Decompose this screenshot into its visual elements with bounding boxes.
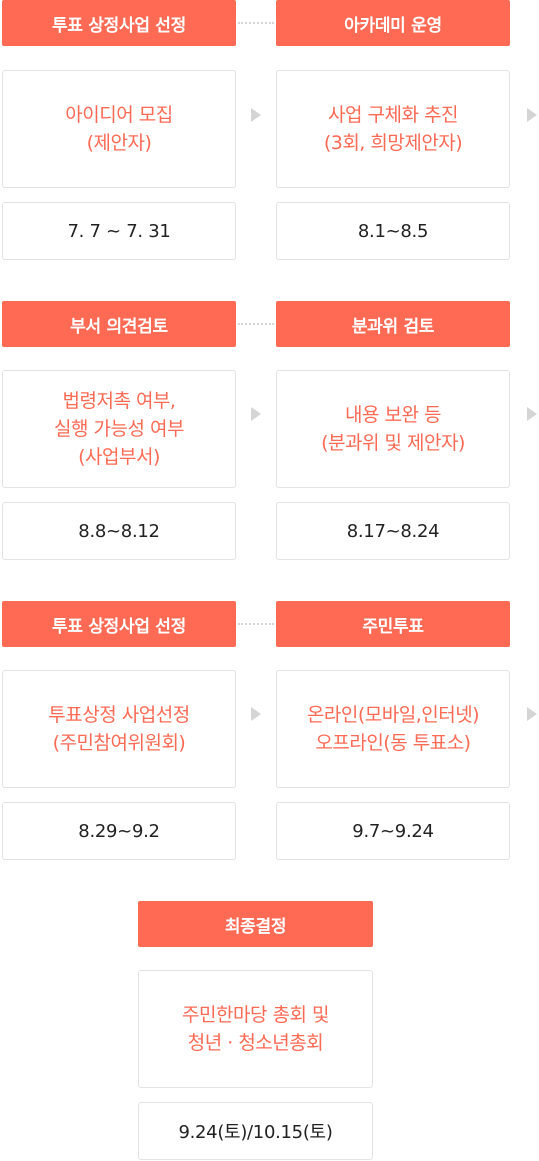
step-2-description: 사업 구체화 추진 (3회, 희망제안자) <box>276 70 510 188</box>
step-2-date: 8.1~8.5 <box>276 202 510 260</box>
step-5-description: 투표상정 사업선정 (주민참여위원회) <box>2 670 236 788</box>
desc-line: 주민한마당 총회 및 <box>182 1004 329 1026</box>
step-3-header: 부서 의견검토 <box>2 301 236 347</box>
final-step-date: 9.24(토)/10.15(토) <box>138 1102 373 1160</box>
desc-line: 온라인(모바일,인터넷) <box>306 704 480 726</box>
desc-line: (3회, 희망제안자) <box>323 132 463 154</box>
step-1-header: 투표 상정사업 선정 <box>2 0 236 46</box>
step-1-description: 아이디어 모집 (제안자) <box>2 70 236 188</box>
desc-line: (제안자) <box>86 132 152 154</box>
step-6-date: 9.7~9.24 <box>276 802 510 860</box>
final-step-description: 주민한마당 총회 및 청년 · 청소년총회 <box>138 970 373 1088</box>
step-4-date: 8.17~8.24 <box>276 502 510 560</box>
desc-line: (주민참여위원회) <box>52 732 186 754</box>
arrow-right-icon <box>251 407 261 421</box>
desc-line: 오프라인(동 투표소) <box>315 732 471 754</box>
connector-dots <box>238 623 274 625</box>
step-4-description: 내용 보완 등 (분과위 및 제안자) <box>276 370 510 488</box>
step-4-header: 분과위 검토 <box>276 301 510 347</box>
step-5-header: 투표 상정사업 선정 <box>2 601 236 647</box>
desc-line: 법령저촉 여부, <box>62 390 176 412</box>
arrow-right-icon <box>251 707 261 721</box>
desc-line: 실행 가능성 여부 <box>54 418 184 440</box>
arrow-right-icon <box>251 108 261 122</box>
arrow-right-icon <box>527 108 537 122</box>
step-2-header: 아카데미 운영 <box>276 0 510 46</box>
desc-line: 아이디어 모집 <box>65 104 173 126</box>
step-6-description: 온라인(모바일,인터넷) 오프라인(동 투표소) <box>276 670 510 788</box>
arrow-right-icon <box>527 707 537 721</box>
step-1-date: 7. 7 ~ 7. 31 <box>2 202 236 260</box>
desc-line: (분과위 및 제안자) <box>321 432 465 454</box>
step-3-description: 법령저촉 여부, 실행 가능성 여부 (사업부서) <box>2 370 236 488</box>
desc-line: (사업부서) <box>78 446 160 468</box>
step-5-date: 8.29~9.2 <box>2 802 236 860</box>
step-6-header: 주민투표 <box>276 601 510 647</box>
connector-dots <box>238 22 274 24</box>
arrow-right-icon <box>527 407 537 421</box>
desc-line: 사업 구체화 추진 <box>328 104 458 126</box>
final-step-header: 최종결정 <box>138 901 373 947</box>
desc-line: 투표상정 사업선정 <box>48 704 190 726</box>
connector-dots <box>238 323 274 325</box>
desc-line: 청년 · 청소년총회 <box>187 1032 324 1054</box>
step-3-date: 8.8~8.12 <box>2 502 236 560</box>
desc-line: 내용 보완 등 <box>345 404 441 426</box>
